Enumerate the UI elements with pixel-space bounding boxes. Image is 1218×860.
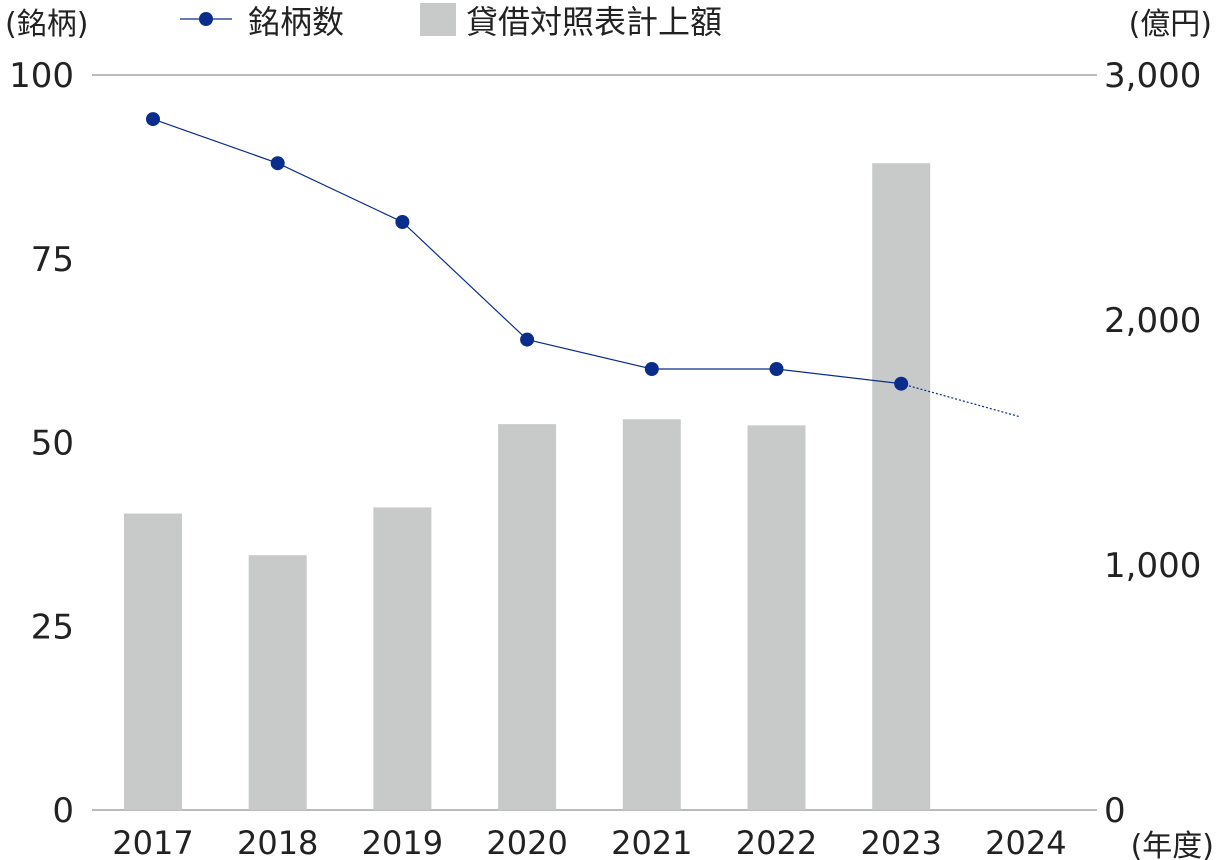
x-tick-label: 2024 [985, 824, 1066, 860]
left-tick-label: 25 [31, 607, 74, 647]
right-tick-label: 3,000 [1104, 56, 1201, 96]
x-tick-label: 2017 [112, 824, 193, 860]
bar [747, 425, 806, 810]
x-tick-label: 2019 [362, 824, 443, 860]
bar [248, 555, 307, 810]
line-point [270, 156, 285, 171]
left-axis-unit: (銘柄) [5, 7, 88, 42]
x-axis-unit: (年度) [1131, 829, 1214, 860]
right-tick-label: 0 [1104, 791, 1126, 831]
line-point [395, 215, 410, 229]
legend: 銘柄数 貸借対照表計上額 [180, 3, 722, 41]
bar [872, 163, 931, 810]
bar [622, 419, 681, 810]
line-point [894, 376, 909, 391]
legend-marker [199, 12, 213, 26]
right-tick-label: 1,000 [1104, 546, 1201, 586]
x-tick-label: 2021 [611, 824, 692, 860]
left-tick-label: 75 [31, 240, 74, 280]
left-tick-label: 0 [52, 791, 74, 831]
legend-bar-swatch [420, 3, 456, 36]
bar [373, 507, 432, 810]
bar [124, 513, 182, 810]
x-tick-label: 2022 [736, 824, 817, 860]
left-tick-label: 50 [31, 424, 74, 464]
legend-label-line: 銘柄数 [248, 3, 344, 41]
line-point [769, 362, 784, 376]
x-tick-label: 2023 [860, 824, 941, 860]
legend-label-bar: 貸借対照表計上額 [466, 3, 722, 41]
line-projection [901, 383, 1021, 418]
bar [498, 424, 557, 810]
left-tick-label: 100 [9, 56, 74, 96]
right-axis-unit: (億円) [1129, 7, 1212, 42]
x-tick-label: 2020 [486, 824, 567, 860]
plot-area: 0 25 50 75 100 0 1,000 2,000 3,000 2017 2018 2019 20… [9, 56, 1201, 860]
line-point [644, 362, 659, 376]
line-point [520, 332, 535, 347]
x-tick-label: 2018 [237, 824, 318, 860]
right-tick-label: 2,000 [1104, 301, 1201, 341]
line-point [146, 112, 160, 127]
